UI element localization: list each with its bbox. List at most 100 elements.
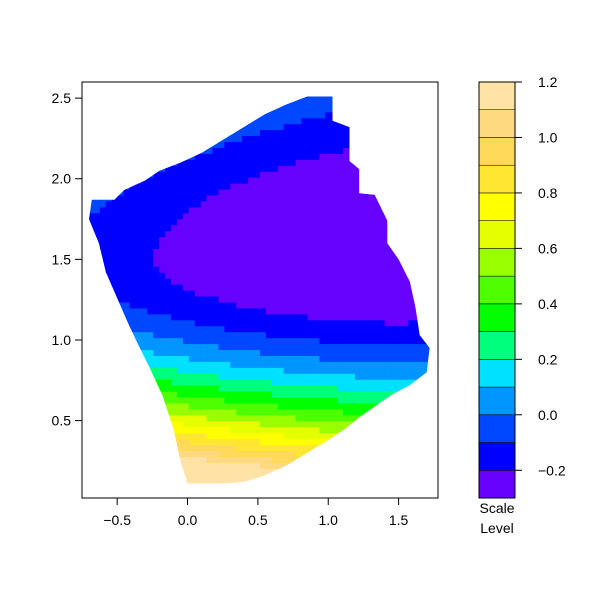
contour-cell (129, 379, 136, 386)
contour-cell (319, 462, 326, 469)
contour-cell (194, 319, 202, 327)
contour-cell (414, 99, 421, 107)
contour-cell (111, 123, 119, 131)
contour-cell (159, 218, 166, 226)
contour-cell (230, 183, 237, 190)
contour-cell (194, 307, 202, 315)
contour-cell (337, 248, 344, 255)
contour-cell (93, 438, 101, 446)
contour-cell (319, 99, 326, 107)
contour-cell (349, 331, 356, 339)
contour-cell (182, 117, 190, 125)
contour-cell (360, 177, 368, 184)
contour-cell (325, 355, 332, 362)
contour-cell (153, 165, 160, 172)
contour-cell (378, 290, 386, 297)
contour-cell (384, 141, 392, 148)
contour-cell (171, 468, 178, 475)
contour-cell (420, 284, 427, 291)
contour-cell (159, 99, 166, 107)
contour-cell (182, 367, 190, 374)
contour-cell (82, 326, 89, 333)
contour-cell (378, 212, 386, 220)
contour-cell (349, 153, 356, 160)
contour-cell (129, 426, 136, 434)
contour-cell (265, 290, 273, 297)
contour-cell (343, 295, 350, 303)
contour-cell (171, 373, 178, 380)
contour-cell (159, 367, 166, 374)
contour-cell (254, 248, 261, 255)
contour-cell (105, 194, 113, 202)
contour-cell (384, 319, 392, 327)
contour-cell (360, 474, 368, 481)
contour-cell (206, 248, 214, 255)
contour-cell (313, 284, 320, 291)
contour-cell (289, 272, 297, 279)
contour-cell (212, 206, 220, 214)
contour-cell (360, 206, 368, 214)
contour-cell (194, 188, 202, 196)
contour-cell (307, 367, 314, 374)
contour-cell (408, 432, 415, 440)
contour-cell (343, 438, 350, 446)
contour-cell (212, 135, 220, 143)
contour-cell (307, 391, 314, 398)
contour-cell (396, 468, 403, 475)
contour-cell (307, 331, 314, 339)
contour-cell (307, 224, 314, 232)
contour-cell (254, 236, 261, 244)
contour-cell (159, 480, 166, 484)
contour-cell (165, 278, 172, 285)
contour-cell (354, 367, 362, 374)
contour-cell (165, 379, 172, 386)
contour-cell (212, 426, 220, 434)
contour-cell (82, 296, 89, 303)
contour-cell (89, 385, 95, 392)
contour-cell (242, 82, 249, 89)
contour-cell (426, 331, 430, 339)
contour-cell (337, 396, 344, 404)
contour-cell (331, 414, 338, 422)
contour-cell (105, 450, 113, 457)
contour-cell (117, 135, 125, 143)
contour-cell (141, 105, 148, 113)
contour-cell (230, 426, 237, 434)
contour-cell (378, 188, 386, 196)
contour-cell (372, 188, 380, 196)
contour-cell (248, 361, 255, 368)
contour-cell (89, 349, 95, 356)
contour-cell (123, 99, 131, 107)
contour-cell (230, 295, 237, 303)
contour-cell (260, 480, 267, 484)
contour-cell (260, 325, 267, 333)
contour-cell (349, 379, 356, 386)
contour-cell (396, 248, 403, 255)
contour-cell (182, 355, 190, 362)
contour-cell (159, 96, 166, 101)
y-tick-label: 1.0 (52, 332, 72, 348)
contour-cell (307, 408, 314, 416)
contour-cell (165, 444, 172, 452)
contour-cell (272, 82, 279, 89)
contour-cell (349, 349, 356, 356)
contour-cell (402, 254, 409, 261)
contour-cell (354, 331, 362, 339)
contour-cell (82, 320, 89, 327)
contour-cell (254, 432, 261, 440)
contour-cell (319, 123, 326, 131)
contour-cell (147, 230, 154, 238)
contour-cell (206, 420, 214, 428)
contour-cell (165, 450, 172, 457)
contour-cell (366, 444, 374, 452)
contour-cell (420, 153, 427, 160)
contour-cell (378, 248, 386, 255)
contour-cell (426, 486, 433, 493)
contour-cell (230, 96, 237, 101)
contour-cell (408, 313, 415, 321)
contour-cell (295, 123, 303, 131)
contour-cell (242, 248, 249, 255)
contour-cell (165, 349, 172, 356)
contour-cell (378, 266, 386, 273)
contour-cell (313, 200, 320, 208)
